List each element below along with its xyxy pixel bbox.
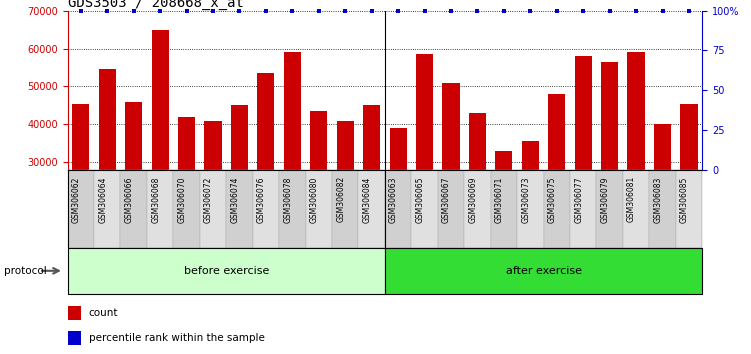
Bar — [623, 170, 650, 248]
Bar — [438, 170, 464, 248]
Text: GSM306083: GSM306083 — [653, 176, 662, 223]
Bar — [596, 170, 623, 248]
Bar — [570, 170, 596, 248]
Bar — [628, 52, 644, 276]
Text: GSM306078: GSM306078 — [283, 176, 292, 223]
Text: count: count — [89, 308, 118, 318]
Bar — [178, 117, 195, 276]
Bar — [332, 170, 358, 248]
Bar — [173, 170, 200, 248]
Text: after exercise: after exercise — [505, 266, 581, 276]
Bar — [363, 105, 380, 276]
Bar — [226, 170, 252, 248]
Bar — [676, 170, 702, 248]
Text: GSM306062: GSM306062 — [72, 176, 81, 223]
Bar — [654, 124, 671, 276]
Text: GSM306074: GSM306074 — [231, 176, 240, 223]
Text: GSM306077: GSM306077 — [575, 176, 584, 223]
Bar — [336, 121, 354, 276]
Bar — [68, 331, 81, 344]
Bar — [522, 142, 539, 276]
Bar — [416, 54, 433, 276]
Text: GSM306079: GSM306079 — [601, 176, 610, 223]
Bar — [68, 248, 385, 294]
Text: GSM306069: GSM306069 — [469, 176, 478, 223]
Bar — [147, 170, 173, 248]
Text: protocol: protocol — [4, 266, 47, 276]
Text: GSM306066: GSM306066 — [125, 176, 134, 223]
Bar — [98, 69, 116, 276]
Text: GDS3503 / 208668_x_at: GDS3503 / 208668_x_at — [68, 0, 243, 10]
Text: GSM306072: GSM306072 — [204, 176, 213, 223]
Bar — [68, 306, 81, 320]
Bar — [94, 170, 120, 248]
Text: GSM306080: GSM306080 — [309, 176, 318, 223]
Text: GSM306085: GSM306085 — [680, 176, 689, 223]
Bar — [358, 170, 385, 248]
Bar — [231, 105, 248, 276]
Bar — [306, 170, 332, 248]
Text: GSM306067: GSM306067 — [442, 176, 451, 223]
Text: GSM306082: GSM306082 — [336, 176, 345, 222]
Bar — [120, 170, 147, 248]
Bar — [495, 151, 512, 276]
Bar — [464, 170, 490, 248]
Bar — [72, 103, 89, 276]
Bar — [412, 170, 438, 248]
Bar — [390, 128, 407, 276]
Bar — [385, 248, 702, 294]
Text: GSM306081: GSM306081 — [627, 176, 636, 222]
Bar — [68, 170, 94, 248]
Text: GSM306068: GSM306068 — [151, 176, 160, 223]
Text: GSM306064: GSM306064 — [98, 176, 107, 223]
Text: GSM306073: GSM306073 — [521, 176, 530, 223]
Bar — [125, 102, 142, 276]
Bar — [490, 170, 517, 248]
Text: GSM306070: GSM306070 — [177, 176, 186, 223]
Text: GSM306065: GSM306065 — [415, 176, 424, 223]
Bar — [575, 56, 592, 276]
Bar — [601, 62, 618, 276]
Text: before exercise: before exercise — [183, 266, 269, 276]
Text: GSM306071: GSM306071 — [495, 176, 504, 223]
Bar — [517, 170, 544, 248]
Bar — [680, 103, 698, 276]
Text: GSM306084: GSM306084 — [363, 176, 372, 223]
Bar — [650, 170, 676, 248]
Bar — [385, 170, 412, 248]
Bar — [284, 52, 301, 276]
Bar — [548, 94, 566, 276]
Text: percentile rank within the sample: percentile rank within the sample — [89, 332, 264, 343]
Bar — [152, 30, 169, 276]
Bar — [544, 170, 570, 248]
Bar — [258, 73, 275, 276]
Bar — [204, 121, 222, 276]
Bar — [442, 83, 460, 276]
Text: GSM306075: GSM306075 — [547, 176, 556, 223]
Bar — [469, 113, 486, 276]
Bar — [279, 170, 306, 248]
Text: GSM306076: GSM306076 — [257, 176, 266, 223]
Text: GSM306063: GSM306063 — [389, 176, 398, 223]
Bar — [310, 111, 327, 276]
Bar — [252, 170, 279, 248]
Bar — [200, 170, 226, 248]
